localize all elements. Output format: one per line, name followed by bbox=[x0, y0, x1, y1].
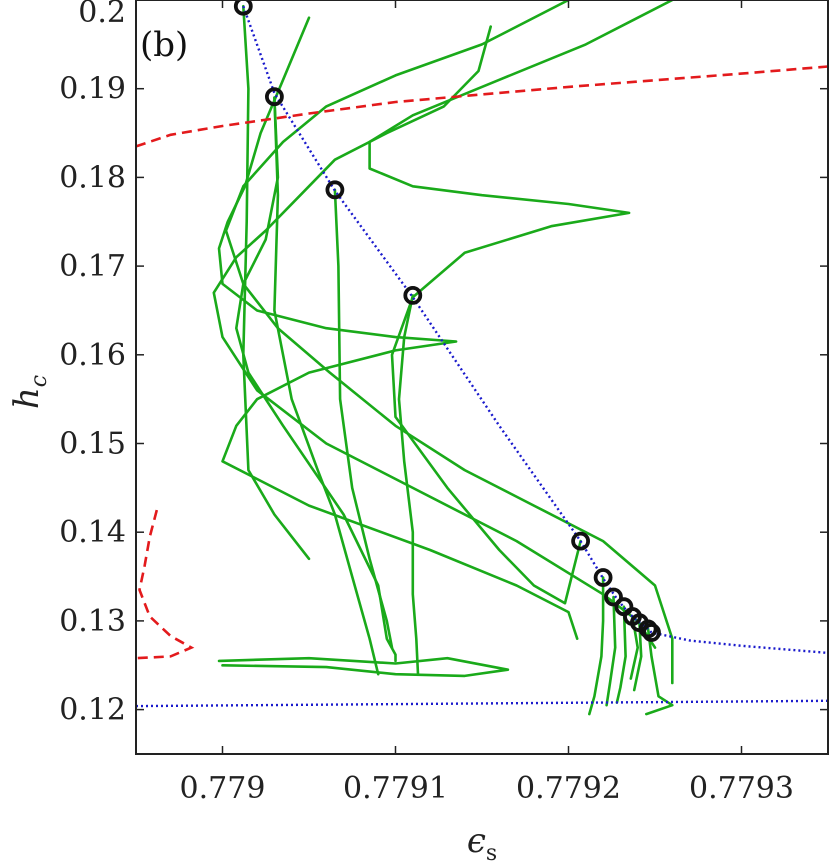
green-trajectory-12 bbox=[605, 595, 617, 707]
y-tick-label: 0.2 bbox=[78, 0, 126, 30]
x-axis-ticks: 0.779 0.7791 0.7792 0.7793 bbox=[180, 0, 794, 806]
y-axis-title-sub: c bbox=[27, 375, 52, 387]
green-trajectory-9 bbox=[368, 0, 674, 605]
y-tick-label: 0.17 bbox=[59, 249, 126, 284]
marker-2 bbox=[264, 87, 284, 107]
y-tick-label: 0.12 bbox=[59, 693, 126, 728]
x-axis-title: ϵs bbox=[467, 821, 497, 862]
y-tick-label: 0.13 bbox=[59, 604, 126, 639]
plot-background bbox=[136, 0, 828, 754]
red-dashed-lower bbox=[135, 509, 195, 660]
y-axis-title-base: h bbox=[7, 387, 47, 409]
x-axis-title-sub: s bbox=[486, 841, 497, 862]
blue-dotted-lower bbox=[135, 699, 829, 708]
red-dashed-upper bbox=[135, 65, 829, 148]
green-trajectory-15 bbox=[632, 621, 643, 692]
green-trajectory-7 bbox=[212, 25, 657, 649]
green-trajectory-8 bbox=[224, 0, 674, 685]
plot-frame bbox=[135, 0, 829, 755]
x-tick-label: 0.7793 bbox=[689, 771, 794, 806]
marker-7 bbox=[604, 587, 623, 607]
x-axis-title-base: ϵ bbox=[467, 821, 486, 861]
blue-dotted-upper bbox=[242, 5, 829, 655]
marker-3 bbox=[325, 180, 345, 200]
y-axis-ticks: 0.12 0.13 0.14 0.15 0.16 0.17 0.18 0.19 0.2 bbox=[59, 0, 828, 728]
marker-12 bbox=[642, 623, 661, 642]
curves-layer bbox=[135, 0, 829, 716]
marker-6 bbox=[593, 568, 613, 587]
panel-label: (b) bbox=[140, 25, 188, 65]
green-trajectory-5 bbox=[397, 294, 420, 676]
y-tick-label: 0.14 bbox=[59, 515, 126, 550]
green-trajectory-4 bbox=[333, 188, 394, 649]
x-tick-label: 0.779 bbox=[180, 771, 266, 806]
y-tick-label: 0.19 bbox=[59, 72, 126, 107]
marker-5 bbox=[571, 531, 590, 551]
y-tick-label: 0.16 bbox=[59, 338, 126, 373]
green-trajectory-3 bbox=[273, 96, 380, 676]
y-tick-label: 0.15 bbox=[59, 427, 126, 462]
green-trajectory-16 bbox=[645, 627, 674, 716]
markers-layer bbox=[233, 0, 661, 642]
x-tick-label: 0.7792 bbox=[516, 771, 621, 806]
y-axis-title: hc bbox=[7, 375, 52, 409]
marker-11 bbox=[638, 619, 658, 639]
green-trajectory-10 bbox=[217, 656, 510, 678]
y-tick-label: 0.18 bbox=[59, 160, 126, 195]
marker-4 bbox=[403, 285, 423, 305]
x-tick-label: 0.7791 bbox=[343, 771, 448, 806]
marker-1 bbox=[233, 0, 253, 16]
green-trajectory-13 bbox=[615, 605, 627, 704]
